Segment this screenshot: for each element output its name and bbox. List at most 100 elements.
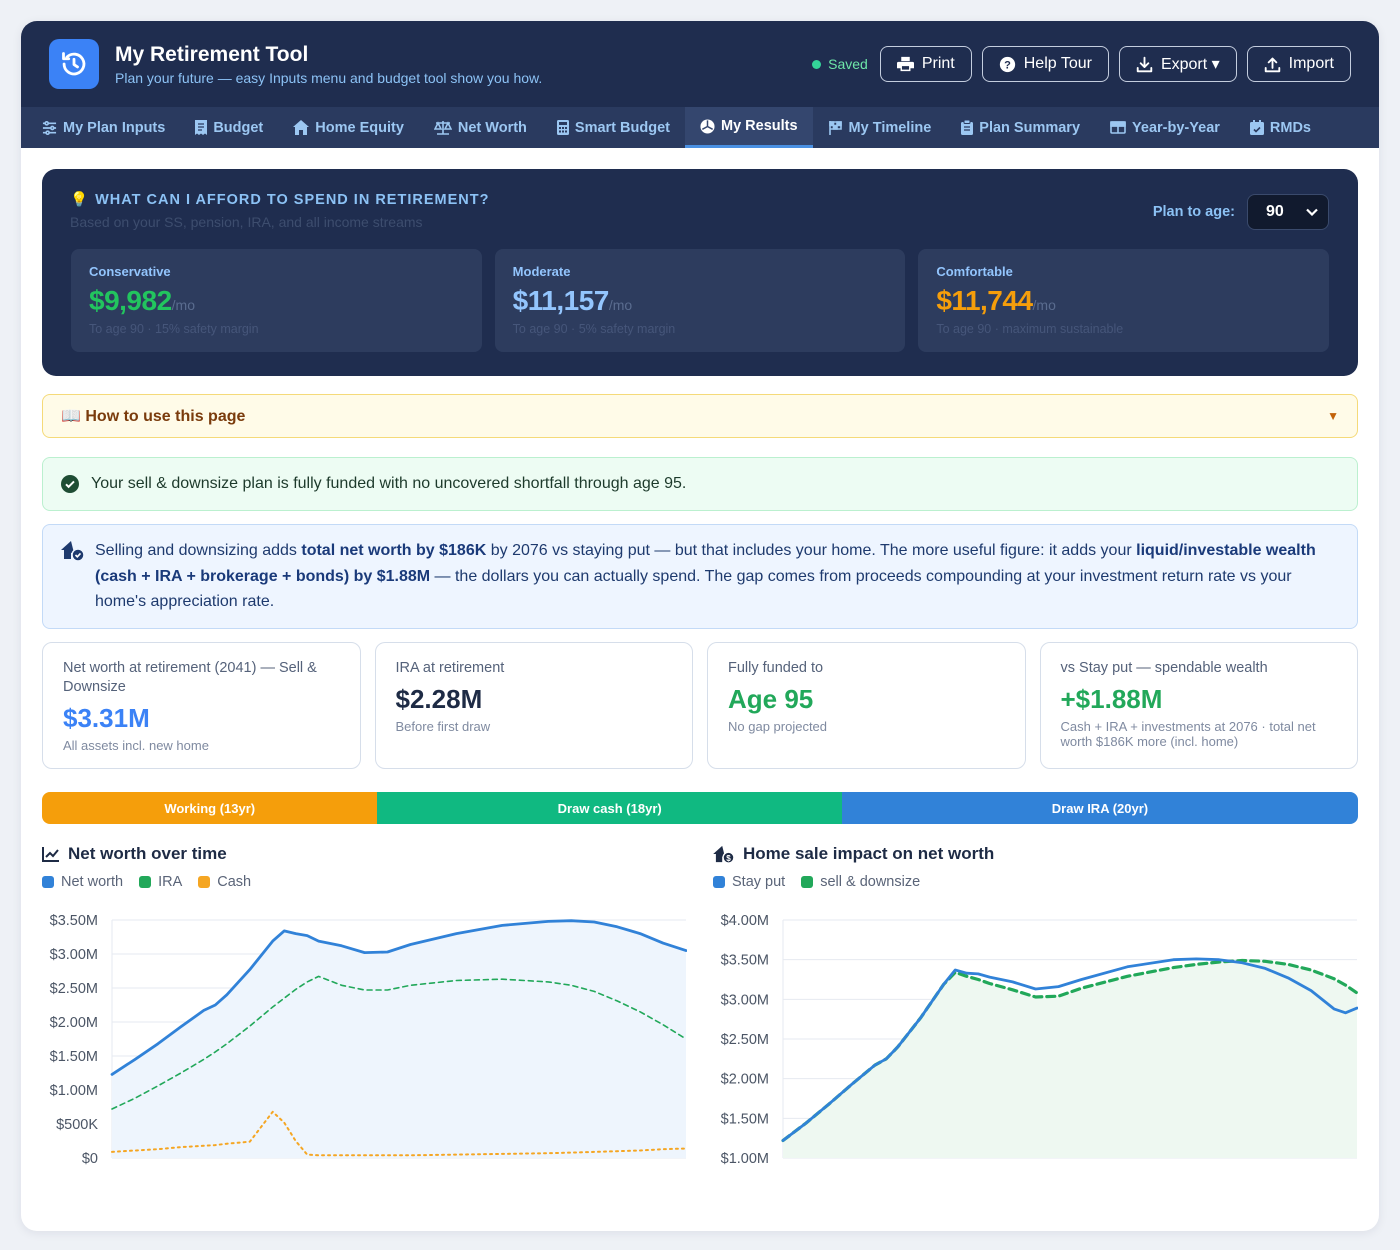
app-header: My Retirement Tool Plan your future — ea… xyxy=(21,21,1379,107)
y-tick-label: $4.00M xyxy=(721,913,769,929)
info-text-bold: total net worth by $186K xyxy=(301,542,487,559)
legend-swatch xyxy=(198,876,211,888)
app-subtitle: Plan your future — easy Inputs menu and … xyxy=(115,69,543,86)
tab-label: Year-by-Year xyxy=(1132,119,1220,136)
tab-label: Plan Summary xyxy=(979,119,1081,136)
check-circle-icon xyxy=(61,475,79,493)
tab-budget[interactable]: Budget xyxy=(180,107,278,148)
printer-icon xyxy=(896,56,914,72)
tab-home-equity[interactable]: Home Equity xyxy=(278,107,419,148)
download-icon xyxy=(1136,56,1153,72)
svg-text:$: $ xyxy=(726,854,731,863)
stat-card-net-worth-at-retirement: Net worth at retirement (2041) — Sell & … xyxy=(42,642,361,769)
tab-label: My Timeline xyxy=(848,119,932,136)
net-worth-chart-panel: Net worth over time Net worth IRA Cash $… xyxy=(42,844,688,1191)
afford-card-comfortable: Comfortable $11,744/mo To age 90 · maxim… xyxy=(918,249,1330,352)
series-line-cash xyxy=(111,1110,687,1157)
tab-smart-budget[interactable]: Smart Budget xyxy=(542,107,685,148)
calculator-icon xyxy=(556,120,569,135)
legend-item[interactable]: IRA xyxy=(139,874,182,890)
legend-item[interactable]: Stay put xyxy=(713,874,785,890)
tab-year-by-year[interactable]: Year-by-Year xyxy=(1095,107,1235,148)
chart-title-text: Net worth over time xyxy=(68,844,227,863)
tab-label: Smart Budget xyxy=(574,119,670,136)
table-icon xyxy=(1110,121,1126,134)
stat-value: Age 95 xyxy=(728,684,814,714)
stat-note: No gap projected xyxy=(728,719,828,734)
stat-note: All assets incl. new home xyxy=(63,738,209,753)
tab-my-results[interactable]: My Results xyxy=(684,107,813,148)
stat-label: IRA at retirement xyxy=(395,660,505,676)
legend-swatch xyxy=(801,876,814,888)
saved-status: Saved xyxy=(812,56,868,72)
tab-label: Budget xyxy=(213,119,264,136)
results-content: 💡 WHAT CAN I AFFORD TO SPEND IN RETIREME… xyxy=(21,148,1379,1191)
tab-label: RMDs xyxy=(1269,119,1311,136)
afford-title-text: WHAT CAN I AFFORD TO SPEND IN RETIREMENT… xyxy=(95,191,490,208)
house-dollar-icon xyxy=(61,541,85,562)
plan-age-control: Plan to age: 90 xyxy=(1153,194,1329,230)
series-line-stay-put xyxy=(781,957,1359,1142)
tab-label: Home Equity xyxy=(315,119,404,136)
stat-cards: Net worth at retirement (2041) — Sell & … xyxy=(42,642,1358,769)
afford-subtitle: Based on your SS, pension, IRA, and all … xyxy=(70,214,423,230)
stat-note: Cash + IRA + investments at 2076 · total… xyxy=(1060,719,1316,749)
tab-my-plan-inputs[interactable]: My Plan Inputs xyxy=(27,107,180,148)
downsize-info-panel: Selling and downsizing adds total net wo… xyxy=(42,524,1358,629)
stat-card-fully-funded: Fully funded to Age 95 No gap projected xyxy=(707,642,1026,769)
legend-item[interactable]: sell & downsize xyxy=(801,874,920,890)
history-icon[interactable] xyxy=(49,39,99,89)
phase-working: Working (13yr) xyxy=(42,792,378,824)
series-line-ira xyxy=(111,975,687,1110)
afford-title: 💡 WHAT CAN I AFFORD TO SPEND IN RETIREME… xyxy=(70,191,1330,209)
scale-icon xyxy=(433,121,452,135)
saved-label: Saved xyxy=(828,56,868,72)
afford-panel: 💡 WHAT CAN I AFFORD TO SPEND IN RETIREME… xyxy=(42,169,1358,376)
tab-rmds[interactable]: RMDs xyxy=(1235,107,1326,148)
help-tour-button[interactable]: ? Help Tour xyxy=(981,46,1109,82)
how-to-use-toggle[interactable]: 📖 How to use this page ▼ xyxy=(42,394,1358,438)
stat-note: Before first draw xyxy=(395,719,491,734)
afford-card-label: Comfortable xyxy=(936,264,1013,279)
import-button[interactable]: Import xyxy=(1246,46,1351,82)
export-button[interactable]: Export ▾ xyxy=(1118,46,1237,82)
print-button[interactable]: Print xyxy=(879,46,972,82)
legend-swatch xyxy=(42,876,54,888)
legend-item[interactable]: Cash xyxy=(198,874,251,890)
afford-card-label: Conservative xyxy=(89,264,171,279)
net-worth-chart-title: Net worth over time xyxy=(42,844,687,864)
afford-card-unit: /mo xyxy=(1032,297,1056,313)
y-tick-label: $3.00M xyxy=(50,947,98,963)
legend-item[interactable]: Net worth xyxy=(42,874,123,890)
y-tick-label: $2.50M xyxy=(721,1032,769,1048)
plan-age-select[interactable]: 90 xyxy=(1247,194,1329,230)
plan-age-value: 90 xyxy=(1266,203,1284,220)
info-text-bold: liquid/investable wealth (cash + IRA + b… xyxy=(95,542,1316,585)
chart-title-text: Home sale impact on net worth xyxy=(743,844,995,863)
afford-card-unit: /mo xyxy=(608,297,633,313)
series-area-fill xyxy=(112,920,686,1158)
info-text-part: Selling and downsizing adds xyxy=(95,542,302,559)
export-label: Export ▾ xyxy=(1160,56,1220,73)
y-tick-label: $3.50M xyxy=(50,913,98,929)
legend-swatch xyxy=(139,876,152,888)
tab-plan-summary[interactable]: Plan Summary xyxy=(946,107,1095,148)
tab-net-worth[interactable]: Net Worth xyxy=(419,107,542,148)
chevron-down-icon xyxy=(1306,208,1318,216)
tab-my-timeline[interactable]: My Timeline xyxy=(813,107,947,148)
sliders-icon xyxy=(42,120,57,135)
funded-alert: Your sell & downsize plan is fully funde… xyxy=(42,457,1358,511)
stat-value: +$1.88M xyxy=(1060,684,1163,714)
afford-card-label: Moderate xyxy=(512,264,571,279)
afford-card-note: To age 90 · 15% safety margin xyxy=(89,322,259,336)
home-sale-chart-title: $ Home sale impact on net worth xyxy=(713,844,1358,864)
info-text-part: by 2076 vs staying put — but that includ… xyxy=(486,542,1137,559)
afford-card-unit: /mo xyxy=(171,297,195,313)
legend-swatch xyxy=(713,876,725,888)
tab-label: My Results xyxy=(720,118,798,134)
print-label: Print xyxy=(921,55,955,72)
stat-value: $3.31M xyxy=(63,703,150,733)
home-sale-chart: $1.00M $1.50M $2.00M $2.50M $3.00M $3.50M $4.0… xyxy=(721,913,1359,1191)
afford-card-moderate: Moderate $11,157/mo To age 90 · 5% safet… xyxy=(494,249,906,352)
chart-legend: Net worth IRA Cash xyxy=(42,874,687,890)
